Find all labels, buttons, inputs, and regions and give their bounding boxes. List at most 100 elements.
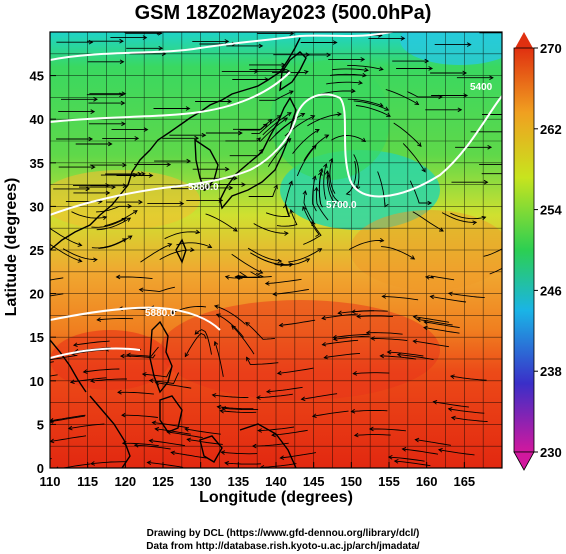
streamline-arrowhead [93, 257, 98, 263]
streamline-arrowhead [323, 163, 328, 168]
streamline-arrowhead [381, 294, 387, 299]
streamline-arrowhead [324, 134, 330, 139]
streamline-arrowhead [503, 130, 507, 134]
streamline [385, 89, 419, 105]
streamline-arrowhead [424, 58, 430, 64]
streamline [450, 375, 487, 381]
streamline [265, 278, 302, 285]
streamline-arrowhead [170, 309, 176, 314]
streamline-arrowhead [72, 342, 78, 348]
x-tick-label: 110 [40, 474, 61, 489]
streamline-arrowhead [228, 185, 234, 191]
streamline [417, 318, 453, 326]
streamline [176, 242, 212, 248]
streamline-arrowhead [424, 275, 430, 280]
streamline [301, 393, 338, 400]
streamline-arrowhead [396, 352, 402, 358]
streamline [319, 90, 355, 95]
streamline-arrowhead [96, 317, 102, 322]
streamline-arrowhead [127, 235, 133, 240]
streamline-arrowhead [166, 162, 172, 167]
credit-drawing: Drawing by DCL (https://www.gfd-dennou.o… [146, 528, 420, 539]
streamline [140, 243, 172, 263]
streamline-arrowhead [321, 315, 326, 321]
streamline-arrowhead [300, 396, 306, 402]
streamline [377, 171, 386, 207]
streamline-arrowhead [211, 393, 217, 398]
streamline [366, 332, 403, 335]
streamline-arrowhead [18, 364, 22, 368]
streamline-arrowhead [82, 369, 88, 374]
streamline-arrowhead [264, 281, 270, 286]
colorbar-tick-label: 254 [540, 203, 562, 218]
streamline [324, 352, 361, 359]
streamline [279, 319, 316, 326]
streamline [397, 354, 434, 360]
streamline-arrowhead [105, 190, 111, 196]
streamline-arrowhead [414, 437, 420, 443]
colorbar-tick-label: 270 [540, 41, 562, 56]
colorbar-lower-arrow [513, 451, 535, 471]
streamline-arrowhead [233, 227, 238, 232]
streamline [326, 81, 363, 85]
streamline [448, 408, 485, 414]
streamline [441, 212, 477, 223]
streamline-arrowhead [378, 66, 384, 71]
streamline-arrowhead [50, 419, 54, 424]
streamline-arrowhead [353, 432, 359, 438]
streamline-arrowhead [466, 42, 472, 47]
x-tick-label: 130 [190, 474, 212, 489]
streamline-arrowhead [143, 127, 149, 132]
streamline-arrowhead [305, 258, 311, 263]
streamline [271, 429, 308, 436]
streamline [407, 91, 442, 98]
streamline-arrowhead [337, 111, 342, 117]
streamline-arrowhead [184, 427, 190, 432]
streamline-arrowhead [314, 186, 319, 192]
colorbar-upper-arrow [514, 32, 534, 50]
colorbar-ticks: 230 238 246 254 262 270 [534, 41, 562, 460]
streamline-arrowhead [221, 406, 227, 411]
streamline [91, 238, 127, 249]
streamline [149, 440, 186, 447]
streamline-arrowhead [132, 210, 138, 215]
streamline-arrowhead [332, 336, 338, 342]
streamline-arrowhead [487, 145, 493, 150]
streamline-arrowhead [148, 173, 154, 178]
streamline [50, 293, 64, 297]
streamline-arrowhead [317, 248, 323, 253]
x-tick-label: 155 [378, 474, 400, 489]
streamline [91, 461, 127, 465]
y-tick-label: 40 [30, 112, 44, 127]
streamline-arrowhead [483, 179, 489, 185]
streamline-arrowhead [489, 75, 494, 80]
streamline [348, 240, 384, 250]
streamline [152, 422, 189, 429]
streamline [323, 163, 327, 200]
streamline [284, 181, 293, 216]
contour-label: 5400 [470, 82, 493, 93]
streamline-arrowhead [219, 408, 225, 414]
streamline-arrowhead [90, 109, 96, 114]
streamline [353, 154, 360, 190]
y-tick-label: 10 [30, 374, 44, 389]
streamline-arrowhead [314, 128, 320, 134]
streamline-arrowhead [393, 458, 399, 464]
streamline [212, 394, 249, 399]
x-tick-label: 120 [114, 474, 136, 489]
colorbar-tick-label: 246 [540, 283, 562, 298]
streamline [83, 368, 120, 373]
streamline-arrowhead [140, 171, 146, 177]
streamline-arrowhead [302, 205, 307, 211]
streamline-arrowhead [151, 420, 157, 426]
streamline-arrowhead [22, 378, 26, 382]
streamline [256, 393, 293, 399]
streamline-arrowhead [321, 341, 327, 347]
colorbar-tick-label: 238 [540, 364, 562, 379]
streamline [104, 210, 138, 227]
streamline-arrowhead [412, 339, 418, 344]
streamline-arrowhead [401, 446, 407, 452]
streamline [127, 346, 159, 357]
streamline [382, 295, 419, 301]
streamline-arrowhead [265, 389, 271, 394]
